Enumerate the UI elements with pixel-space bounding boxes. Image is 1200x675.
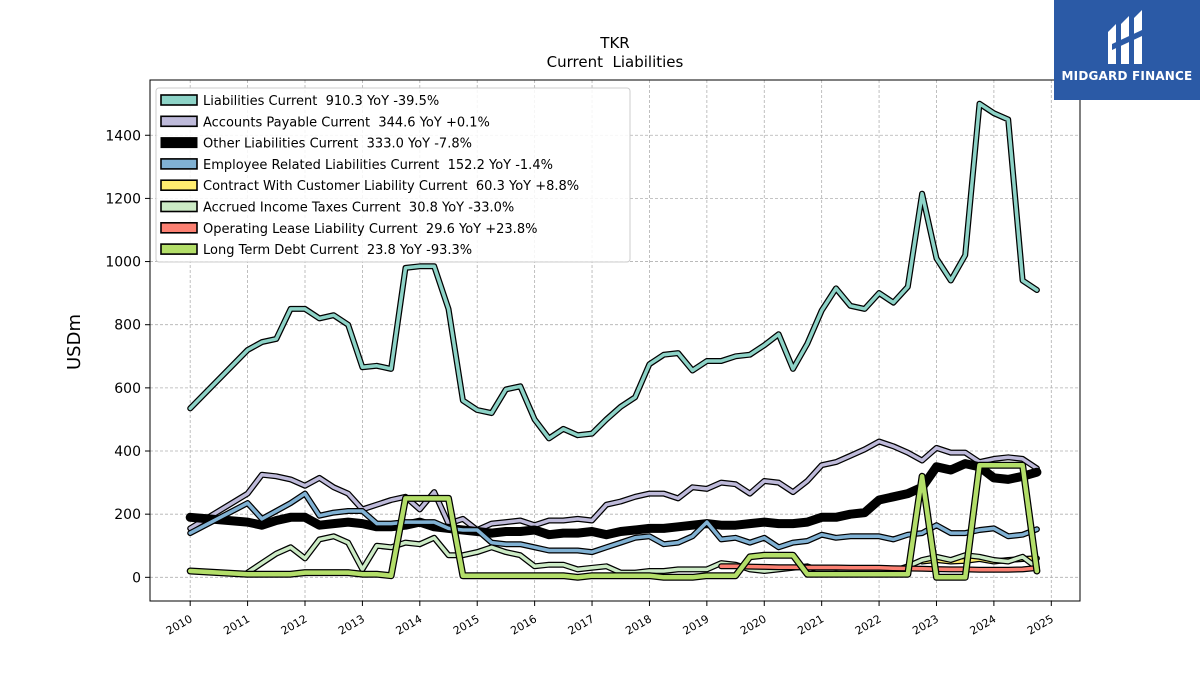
y-tick-label: 0	[132, 570, 141, 586]
x-tick-label: 2023	[910, 612, 941, 637]
series-stroke	[719, 564, 1039, 572]
series-line-0	[187, 100, 1040, 442]
legend-swatch	[160, 137, 198, 149]
plot-frame	[149, 79, 1081, 602]
brand-logo: MIDGARD FINANCE	[1054, 0, 1200, 100]
legend-label: Other Liabilities Current 333.0 YoY -7.8…	[203, 137, 472, 152]
legend-label: Operating Lease Liability Current 29.6 Y…	[203, 222, 537, 237]
chart-title: TKR	[599, 34, 629, 52]
series-stroke	[187, 462, 1040, 580]
y-tick-label: 600	[114, 381, 141, 397]
series-stroke	[188, 101, 1039, 441]
y-axis-label: USDm	[64, 314, 85, 370]
chart-subtitle: Current Liabilities	[547, 53, 684, 71]
x-tick-label: 2018	[623, 612, 654, 637]
x-tick-label: 2024	[968, 612, 999, 637]
x-tick-label: 2013	[336, 612, 367, 637]
x-tick-label: 2022	[853, 612, 884, 637]
x-tick-label: 2025	[1025, 612, 1056, 637]
x-tick-label: 2010	[164, 612, 195, 637]
legend-swatch	[160, 222, 198, 234]
legend-swatch	[160, 200, 198, 213]
brand-name: MIDGARD FINANCE	[1061, 69, 1193, 83]
x-tick-label: 2020	[738, 612, 769, 637]
legend-label: Contract With Customer Liability Current…	[203, 179, 579, 194]
legend-box	[155, 87, 631, 263]
legend-label: Liabilities Current 910.3 YoY -39.5%	[203, 94, 439, 109]
x-tick-label: 2011	[221, 612, 252, 637]
x-tick-label: 2015	[451, 612, 482, 637]
series-line-6	[718, 563, 1040, 573]
y-tick-label: 1000	[105, 255, 141, 271]
series-line-1	[187, 438, 1040, 533]
series-stroke	[188, 491, 1039, 554]
legend-label: Employee Related Liabilities Current 152…	[203, 158, 553, 173]
legend-label: Accounts Payable Current 344.6 YoY +0.1%	[203, 115, 490, 130]
series-stroke	[186, 460, 1041, 538]
legend-label: Long Term Debt Current 23.8 YoY -93.3%	[203, 243, 472, 258]
x-tick-label: 2017	[566, 612, 597, 637]
legend-swatch	[160, 94, 198, 106]
y-tick-label: 200	[114, 507, 141, 523]
midgard-m-logo-icon	[1108, 10, 1142, 64]
y-tick-label: 800	[114, 318, 141, 334]
x-tick-label: 2019	[681, 612, 712, 637]
x-tick-label: 2021	[795, 612, 826, 637]
y-tick-label: 1400	[105, 128, 141, 144]
x-tick-label: 2012	[279, 612, 310, 637]
legend-swatch	[160, 243, 198, 255]
series-line-2	[185, 459, 1042, 540]
series-line-7	[186, 461, 1041, 581]
x-tick-label: 2016	[508, 612, 539, 637]
legend-swatch	[160, 115, 198, 128]
series-stroke	[188, 439, 1039, 532]
x-tick-label: 2014	[394, 612, 425, 637]
y-tick-label: 400	[114, 444, 141, 460]
y-tick-label: 1200	[105, 191, 141, 207]
series-line-3	[187, 490, 1040, 556]
legend-label: Accrued Income Taxes Current 30.8 YoY -3…	[203, 201, 514, 216]
legend-swatch	[160, 158, 198, 170]
legend-swatch	[160, 179, 198, 191]
